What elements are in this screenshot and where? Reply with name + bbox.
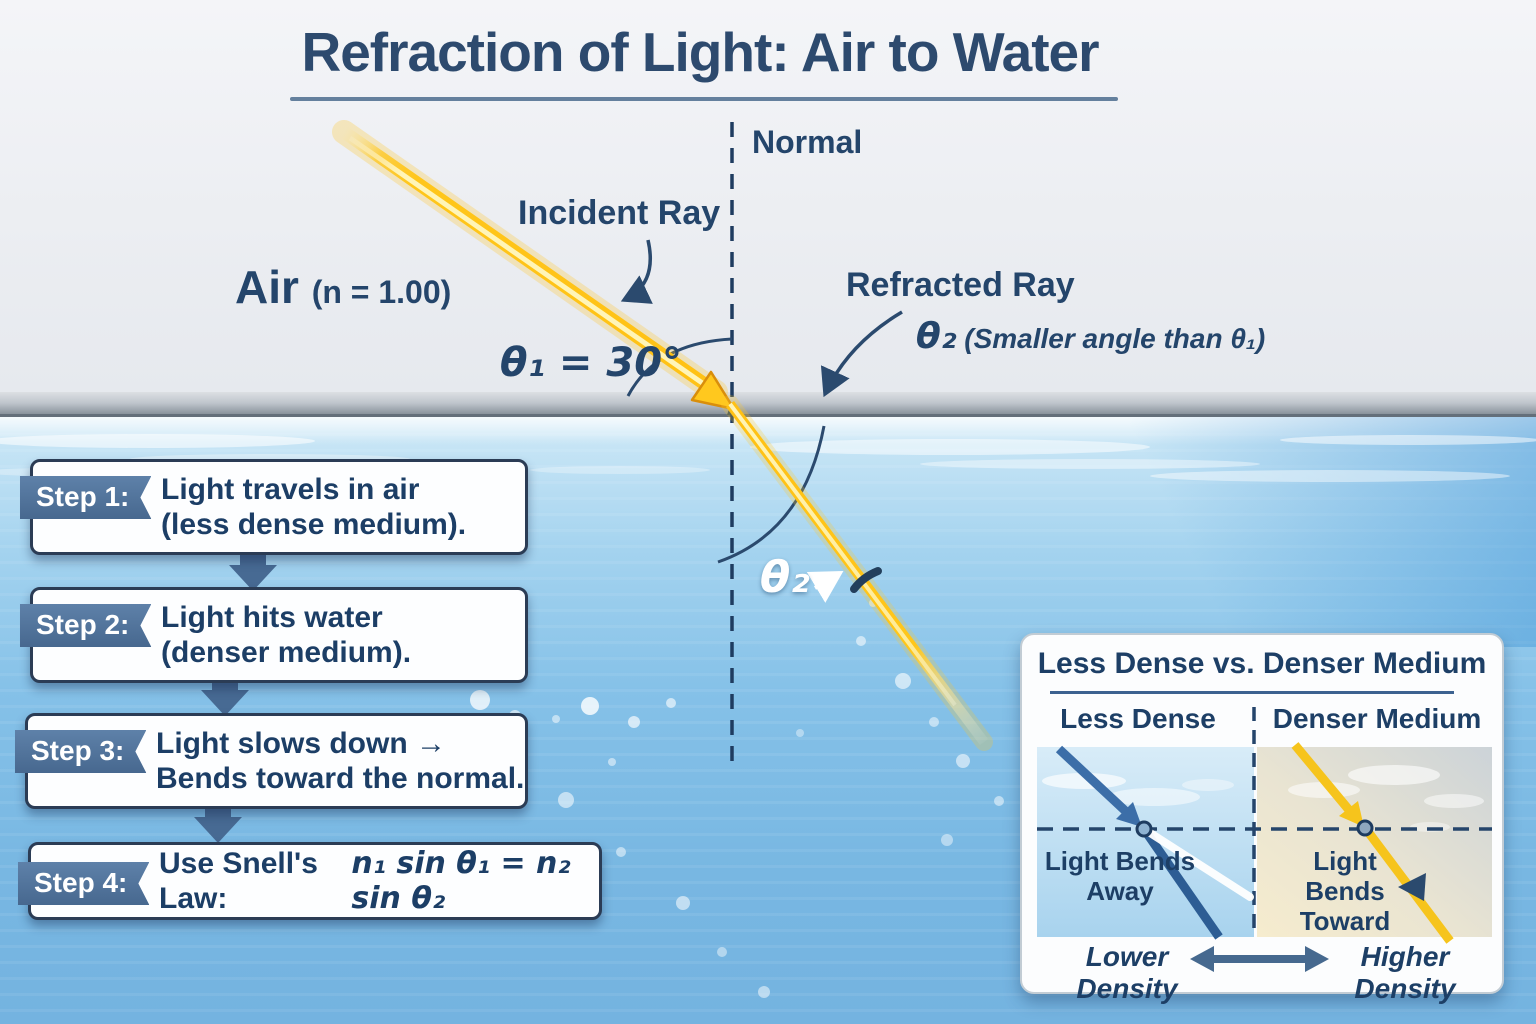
density-double-arrow — [1190, 946, 1329, 972]
step-2-box: Step 2: Light hits water (denser medium)… — [30, 587, 528, 683]
incident-ray-label: Incident Ray — [518, 194, 721, 232]
step-1-box: Step 1: Light travels in air (less dense… — [30, 459, 528, 555]
theta2-tick — [850, 567, 882, 593]
step-3-box: Step 3: Light slows down → Bends toward … — [25, 713, 528, 809]
toward-caption-line2: Toward — [1299, 905, 1391, 936]
incident-ray-arrowhead — [690, 370, 736, 411]
title-underline — [290, 97, 1118, 101]
water-deep-shade — [980, 417, 1536, 647]
step-2-line2: (denser medium). — [161, 636, 412, 669]
refracted-label-pointer — [820, 310, 903, 398]
step-1-ribbon: Step 1: — [20, 476, 151, 519]
step-2-line1: Light hits water — [161, 600, 383, 634]
toward-caption-line1: Light Bends — [1305, 846, 1385, 906]
mini-wave-streaks — [1042, 765, 1484, 832]
step-2-ribbon: Step 2: — [20, 604, 151, 647]
refracted-ray — [721, 395, 993, 751]
density-comparison-panel: Less Dense vs. Denser Medium Less Dense … — [1020, 633, 1504, 1004]
step-4-box: Step 4: Use Snell's Law: n₁ sin θ₁ = n₂ … — [28, 842, 602, 920]
denser-ray — [1291, 742, 1454, 944]
away-caption-line2: Away — [1086, 875, 1154, 906]
less-dense-heading: Less Dense — [1060, 703, 1216, 734]
air-region — [0, 0, 1536, 392]
mini-diagrams — [1037, 707, 1492, 972]
away-caption-line1: Light Bends — [1044, 846, 1196, 876]
step-3-ribbon: Step 3: — [15, 730, 146, 773]
light-bends-toward-caption: Light Bends Toward — [1270, 846, 1420, 937]
theta2-note-text: (Smaller angle than θ₁) — [964, 323, 1266, 354]
step-4-prefix: Use Snell's Law: — [159, 846, 318, 915]
theta2-water-pointer — [806, 570, 844, 603]
step-3-line1: Light slows down → — [156, 726, 446, 760]
water-surface — [0, 392, 1536, 417]
bubbles — [470, 599, 1004, 998]
panel-title-underline — [1050, 691, 1454, 694]
theta2-water-label: θ₂ — [760, 552, 810, 603]
theta2-arc — [717, 425, 826, 564]
lower-density-label: Lower Density — [1076, 941, 1178, 1004]
step-4-ribbon: Step 4: — [18, 862, 149, 905]
normal-label: Normal — [752, 124, 863, 160]
less-dense-ray — [1055, 745, 1254, 940]
toward-normal-arrowhead — [1398, 873, 1426, 901]
air-label: Air (n = 1.00) — [235, 260, 451, 314]
step-3-line2: Bends toward the normal. — [156, 762, 525, 795]
refracted-ray-label: Refracted Ray — [846, 266, 1075, 304]
incident-ray — [332, 120, 742, 417]
light-bends-away-caption: Light Bends Away — [1040, 846, 1200, 907]
theta2-symbol: θ₂ — [916, 316, 957, 357]
step-1-line1: Light travels in air — [161, 472, 420, 506]
air-refractive-index: (n = 1.00) — [311, 274, 452, 310]
step-1-line2: (less dense medium). — [161, 508, 467, 541]
panel-title: Less Dense vs. Denser Medium — [1037, 647, 1487, 680]
denser-medium-heading: Denser Medium — [1272, 703, 1482, 734]
snells-law-formula: n₁ sin θ₁ = n₂ sin θ₂ — [351, 845, 571, 916]
air-word: Air — [235, 261, 299, 313]
page-title: Refraction of Light: Air to Water — [301, 21, 1099, 83]
theta2-note: θ₂ (Smaller angle than θ₁) — [916, 316, 1265, 357]
higher-density-label: Higher Density — [1354, 941, 1456, 1004]
theta1-label: θ₁ = 30° — [500, 340, 683, 386]
incident-label-pointer — [620, 239, 653, 304]
